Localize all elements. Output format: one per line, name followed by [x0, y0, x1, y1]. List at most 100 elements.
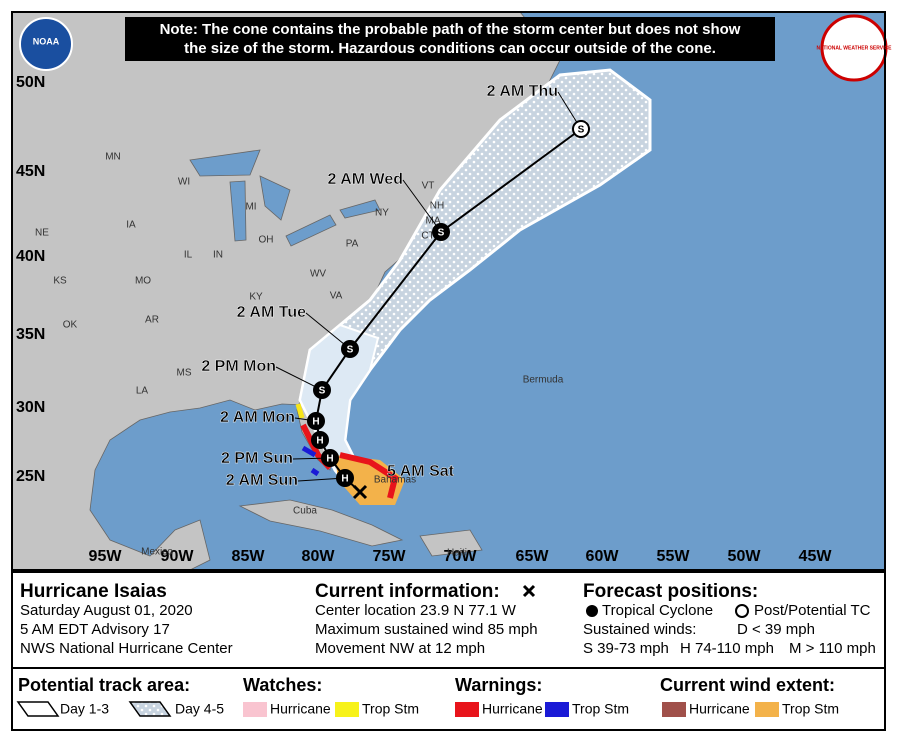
- current-position: [352, 484, 368, 500]
- lake: [339, 199, 381, 219]
- lon-label: 55W: [657, 548, 691, 565]
- leader-line: [402, 179, 442, 233]
- heading: Warnings:: [455, 675, 542, 695]
- heading: Current wind extent:: [660, 675, 835, 695]
- info-line: NWS National Hurricane Center: [20, 640, 233, 657]
- legend-text: Day 4-5: [175, 701, 224, 717]
- day13-icon: [16, 701, 60, 717]
- legend-text: Hurricane: [270, 701, 331, 717]
- legend-text: Hurricane: [689, 701, 750, 717]
- place-label: NY: [375, 208, 389, 219]
- lake: [229, 180, 247, 242]
- lon-label: 45W: [799, 548, 833, 565]
- forecast-point: [572, 120, 590, 138]
- place-label: WV: [310, 269, 326, 280]
- lon-label: 95W: [89, 548, 123, 565]
- heading: Forecast positions:: [583, 581, 758, 602]
- swatch: [335, 702, 359, 717]
- legend-text: Hurricane: [482, 701, 543, 717]
- place-label: MO: [135, 276, 151, 287]
- map-frame: [11, 11, 886, 571]
- legend-text: Trop Stm: [572, 701, 629, 717]
- lat-label: 30N: [16, 399, 45, 416]
- place-label: MN: [105, 152, 121, 163]
- lon-label: 65W: [516, 548, 550, 565]
- place-label: MS: [177, 368, 192, 379]
- lon-label: 60W: [586, 548, 620, 565]
- wind-extent: [335, 455, 405, 505]
- info-line: Movement NW at 12 mph: [315, 640, 485, 657]
- lat-label: 25N: [16, 468, 45, 485]
- place-label: PA: [346, 239, 359, 250]
- point-symbol: S: [438, 228, 445, 239]
- note-line: the size of the storm. Hazardous conditi…: [184, 40, 716, 57]
- lon-label: 85W: [232, 548, 266, 565]
- lat-label: 40N: [16, 248, 45, 265]
- heading: Watches:: [243, 675, 322, 695]
- track-time: 2 AM Sun: [226, 472, 298, 489]
- place-label: AR: [145, 315, 159, 326]
- info-line: Saturday August 01, 2020: [20, 602, 193, 619]
- map-overlay: 50N 45N 40N 35N 30N 25N 95W 90W 85W 80W 75W 70W 65W 6…: [16, 74, 832, 565]
- place-label: NH: [430, 201, 444, 212]
- lake: [189, 149, 261, 177]
- info-line: Maximum sustained wind 85 mph: [315, 621, 538, 638]
- forecast-point: [321, 449, 339, 467]
- place-label: VA: [330, 291, 343, 302]
- info-line: 5 AM EDT Advisory 17: [20, 621, 170, 638]
- lat-label: 35N: [16, 326, 45, 343]
- point-symbol: H: [312, 417, 319, 428]
- place-label: Haiti: [447, 548, 467, 559]
- point-symbol: S: [578, 125, 585, 136]
- legend-text: Trop Stm: [782, 701, 839, 717]
- logo-text: NATIONAL WEATHER SERVICE: [817, 45, 893, 51]
- place-label: MI: [245, 202, 256, 213]
- lake: [259, 175, 291, 221]
- hispaniola: [419, 529, 483, 557]
- current-icon: [522, 584, 536, 598]
- trop-storm-watch: [295, 403, 305, 419]
- lat-label: 45N: [16, 163, 45, 180]
- swatch: [755, 702, 779, 717]
- leader-line: [305, 312, 351, 350]
- forecast-point: [432, 223, 450, 241]
- point-symbol: H: [326, 454, 333, 465]
- track-time: 2 PM Sun: [221, 450, 293, 467]
- lon-label: 75W: [373, 548, 407, 565]
- legend-text: H 74-110 mph: [680, 640, 774, 657]
- legend-text: S 39-73 mph: [583, 640, 669, 657]
- storm-name: Hurricane Isaias: [20, 581, 167, 602]
- logo-text: NOAA: [33, 36, 60, 46]
- heading: Potential track area:: [18, 675, 190, 695]
- great-lakes: [189, 149, 381, 247]
- lat-label: 50N: [16, 74, 45, 91]
- legend-text: Tropical Cyclone: [602, 602, 713, 619]
- place-label: Mexico: [141, 547, 173, 558]
- place-label: OK: [63, 320, 78, 331]
- point-symbol: H: [341, 474, 348, 485]
- forecast-point: [341, 340, 359, 358]
- point-symbol: H: [316, 436, 323, 447]
- lon-label: 90W: [161, 548, 195, 565]
- place-label: CT: [421, 231, 434, 242]
- info-line: Center location 23.9 N 77.1 W: [315, 602, 517, 619]
- place-label: OH: [259, 235, 274, 246]
- place-label: WI: [178, 177, 190, 188]
- place-label: KS: [53, 276, 67, 287]
- lon-label: 80W: [302, 548, 336, 565]
- place-label: KY: [249, 292, 263, 303]
- swatch: [455, 702, 479, 717]
- legend-text: Post/Potential TC: [754, 602, 871, 619]
- forecast-point: [313, 381, 331, 399]
- legend-text: D < 39 mph: [737, 621, 815, 638]
- lon-label: 70W: [444, 548, 478, 565]
- trop-storm-warning: [301, 445, 320, 477]
- swatch: [545, 702, 569, 717]
- place-label: IA: [126, 220, 136, 231]
- place-label: VT: [422, 181, 435, 192]
- swatch: [662, 702, 686, 717]
- tc-icon: [586, 605, 598, 617]
- legend-text: Trop Stm: [362, 701, 419, 717]
